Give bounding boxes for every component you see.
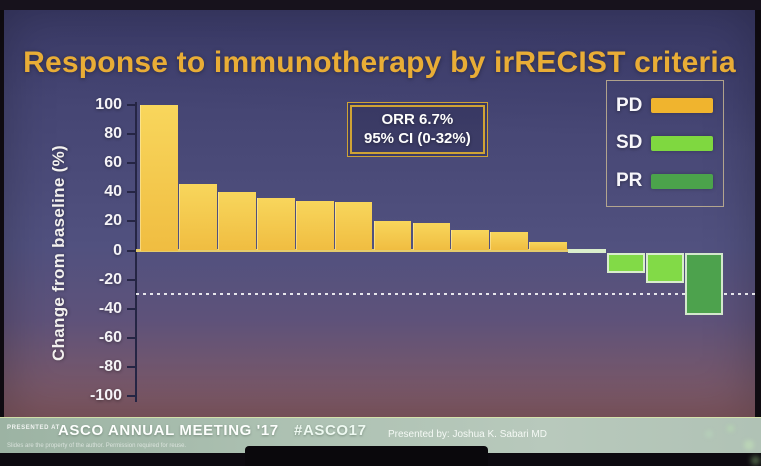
patient-bar-sd xyxy=(607,252,645,273)
legend-item-pd: PD xyxy=(607,95,723,117)
patient-bar-pd xyxy=(451,230,490,251)
y-axis-tick xyxy=(127,278,135,281)
bokeh-light xyxy=(727,425,734,432)
patient-bar-sd xyxy=(568,248,607,253)
legend-color-swatch xyxy=(651,98,713,114)
y-axis-tick xyxy=(127,249,135,252)
y-axis-tick xyxy=(127,307,135,310)
y-axis-tick xyxy=(127,365,135,368)
orr-annotation-text: ORR 6.7% 95% CI (0-32%) xyxy=(350,105,485,154)
patient-bar-pd xyxy=(412,222,451,251)
y-axis-tick xyxy=(127,191,135,194)
footer-disclaimer: Slides are the property of the author. P… xyxy=(7,443,187,449)
waterfall-plot: 100 80 60 40 20 0 -20 -40 -60 -80 -100 xyxy=(4,10,758,417)
patient-bar-pd xyxy=(295,201,334,251)
patient-bar-pd xyxy=(490,231,529,251)
y-axis-tick xyxy=(127,162,135,165)
legend-label: PD xyxy=(616,94,643,116)
y-axis-line xyxy=(135,102,137,402)
bokeh-light xyxy=(744,440,754,450)
audience-silhouette xyxy=(245,446,488,466)
meeting-title: ASCO ANNUAL MEETING '17 xyxy=(58,422,279,439)
patient-bar-pr xyxy=(685,252,723,316)
y-tick-label: 100 xyxy=(95,96,122,113)
photo-top-dark-band xyxy=(0,0,761,10)
y-tick-label: -20 xyxy=(98,270,122,288)
y-tick-label: -80 xyxy=(98,357,122,375)
y-tick-label: 20 xyxy=(104,212,122,230)
orr-line1: ORR 6.7% xyxy=(381,111,454,128)
zero-baseline xyxy=(136,249,568,252)
y-tick-label: 40 xyxy=(104,183,122,201)
slide-background: Response to immunotherapy by irRECIST cr… xyxy=(4,10,758,417)
y-axis-tick xyxy=(127,395,135,397)
legend-item-pr: PR xyxy=(607,170,723,192)
presented-at-label: PRESENTED AT xyxy=(7,425,60,431)
y-tick-label: -100 xyxy=(89,387,122,404)
bokeh-light xyxy=(705,430,713,438)
orr-annotation-box: ORR 6.7% 95% CI (0-32%) xyxy=(347,102,488,157)
chart-title: Response to immunotherapy by irRECIST cr… xyxy=(23,46,736,80)
legend-label: PR xyxy=(616,170,643,192)
y-tick-label: -40 xyxy=(98,299,122,317)
y-tick-label: 0 xyxy=(113,241,122,259)
patient-bar-sd xyxy=(646,252,684,284)
y-axis-tick xyxy=(127,104,135,106)
legend-color-swatch xyxy=(651,135,713,151)
patient-bar-pd xyxy=(178,183,217,251)
patient-bar-pd xyxy=(529,241,568,251)
orr-line2: 95% CI (0-32%) xyxy=(364,130,471,147)
y-tick-label: 60 xyxy=(104,154,122,172)
y-tick-label: -60 xyxy=(98,328,122,346)
legend-label: SD xyxy=(616,132,643,154)
legend-item-sd: SD xyxy=(607,132,723,154)
meeting-hashtag: #ASCO17 xyxy=(294,422,367,439)
legend-box: PD SD PR xyxy=(606,80,724,207)
y-axis-tick xyxy=(127,336,135,339)
patient-bar-pd xyxy=(140,105,178,251)
y-tick-label: 80 xyxy=(104,125,122,143)
presenter-credit: Presented by: Joshua K. Sabari MD xyxy=(388,429,547,440)
patient-bar-pd xyxy=(217,192,256,251)
patient-bar-pd xyxy=(256,198,295,251)
patient-bar-pd xyxy=(334,202,373,251)
patient-bar-pd xyxy=(373,221,412,251)
response-threshold-line xyxy=(136,293,758,296)
bokeh-light xyxy=(751,456,760,465)
y-axis-tick xyxy=(127,133,135,136)
legend-color-swatch xyxy=(651,173,713,189)
y-axis-tick xyxy=(127,220,135,223)
